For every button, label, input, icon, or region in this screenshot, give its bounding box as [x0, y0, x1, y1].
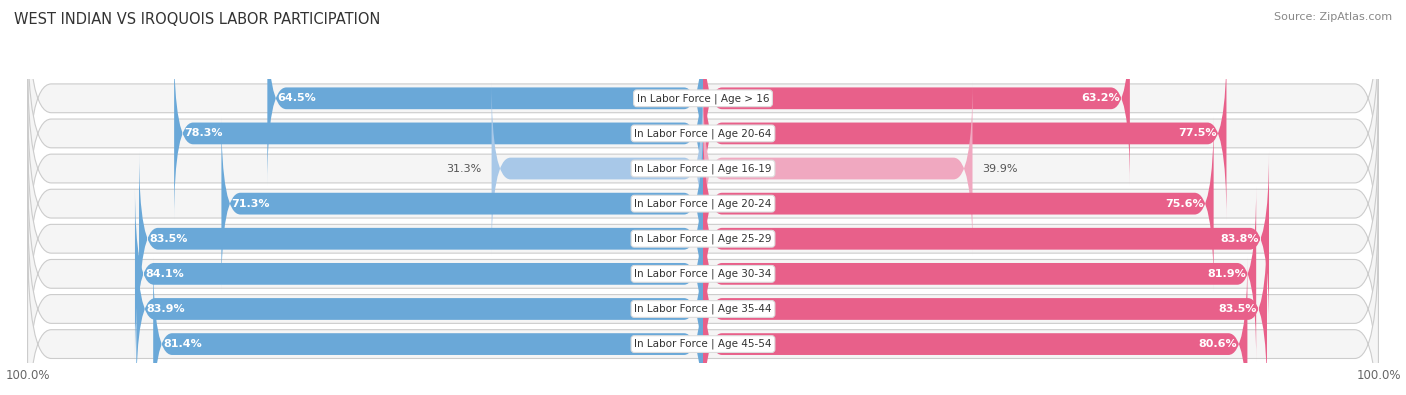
FancyBboxPatch shape — [28, 0, 1378, 207]
Text: 31.3%: 31.3% — [446, 164, 481, 173]
FancyBboxPatch shape — [28, 95, 1378, 312]
FancyBboxPatch shape — [28, 166, 1378, 382]
FancyBboxPatch shape — [28, 25, 1378, 242]
FancyBboxPatch shape — [28, 235, 1378, 395]
Text: In Labor Force | Age 45-54: In Labor Force | Age 45-54 — [634, 339, 772, 349]
FancyBboxPatch shape — [703, 81, 973, 256]
FancyBboxPatch shape — [153, 257, 703, 395]
FancyBboxPatch shape — [703, 116, 1213, 291]
FancyBboxPatch shape — [221, 116, 703, 291]
Text: 39.9%: 39.9% — [983, 164, 1018, 173]
Text: In Labor Force | Age 20-24: In Labor Force | Age 20-24 — [634, 198, 772, 209]
Text: 64.5%: 64.5% — [277, 93, 316, 103]
Text: WEST INDIAN VS IROQUOIS LABOR PARTICIPATION: WEST INDIAN VS IROQUOIS LABOR PARTICIPAT… — [14, 12, 381, 27]
FancyBboxPatch shape — [703, 11, 1130, 186]
FancyBboxPatch shape — [703, 151, 1270, 326]
Text: 80.6%: 80.6% — [1199, 339, 1237, 349]
FancyBboxPatch shape — [703, 222, 1267, 395]
FancyBboxPatch shape — [174, 46, 703, 221]
Text: In Labor Force | Age 35-44: In Labor Force | Age 35-44 — [634, 304, 772, 314]
Text: In Labor Force | Age 30-34: In Labor Force | Age 30-34 — [634, 269, 772, 279]
Text: 81.4%: 81.4% — [163, 339, 202, 349]
Text: In Labor Force | Age 25-29: In Labor Force | Age 25-29 — [634, 233, 772, 244]
FancyBboxPatch shape — [267, 11, 703, 186]
Text: In Labor Force | Age 16-19: In Labor Force | Age 16-19 — [634, 163, 772, 174]
FancyBboxPatch shape — [492, 81, 703, 256]
Text: 81.9%: 81.9% — [1208, 269, 1246, 279]
Text: 83.9%: 83.9% — [146, 304, 186, 314]
Text: 71.3%: 71.3% — [232, 199, 270, 209]
Text: In Labor Force | Age 20-64: In Labor Force | Age 20-64 — [634, 128, 772, 139]
Text: 75.6%: 75.6% — [1164, 199, 1204, 209]
Text: 78.3%: 78.3% — [184, 128, 222, 138]
Text: 84.1%: 84.1% — [145, 269, 184, 279]
Text: 83.8%: 83.8% — [1220, 234, 1258, 244]
FancyBboxPatch shape — [139, 151, 703, 326]
Text: In Labor Force | Age > 16: In Labor Force | Age > 16 — [637, 93, 769, 103]
Text: Source: ZipAtlas.com: Source: ZipAtlas.com — [1274, 12, 1392, 22]
FancyBboxPatch shape — [136, 222, 703, 395]
Text: 83.5%: 83.5% — [1219, 304, 1257, 314]
FancyBboxPatch shape — [28, 201, 1378, 395]
FancyBboxPatch shape — [703, 186, 1256, 361]
Text: 83.5%: 83.5% — [149, 234, 187, 244]
FancyBboxPatch shape — [28, 60, 1378, 277]
Text: 63.2%: 63.2% — [1081, 93, 1119, 103]
FancyBboxPatch shape — [703, 46, 1226, 221]
FancyBboxPatch shape — [135, 186, 703, 361]
Text: 77.5%: 77.5% — [1178, 128, 1216, 138]
FancyBboxPatch shape — [703, 257, 1247, 395]
FancyBboxPatch shape — [28, 130, 1378, 347]
